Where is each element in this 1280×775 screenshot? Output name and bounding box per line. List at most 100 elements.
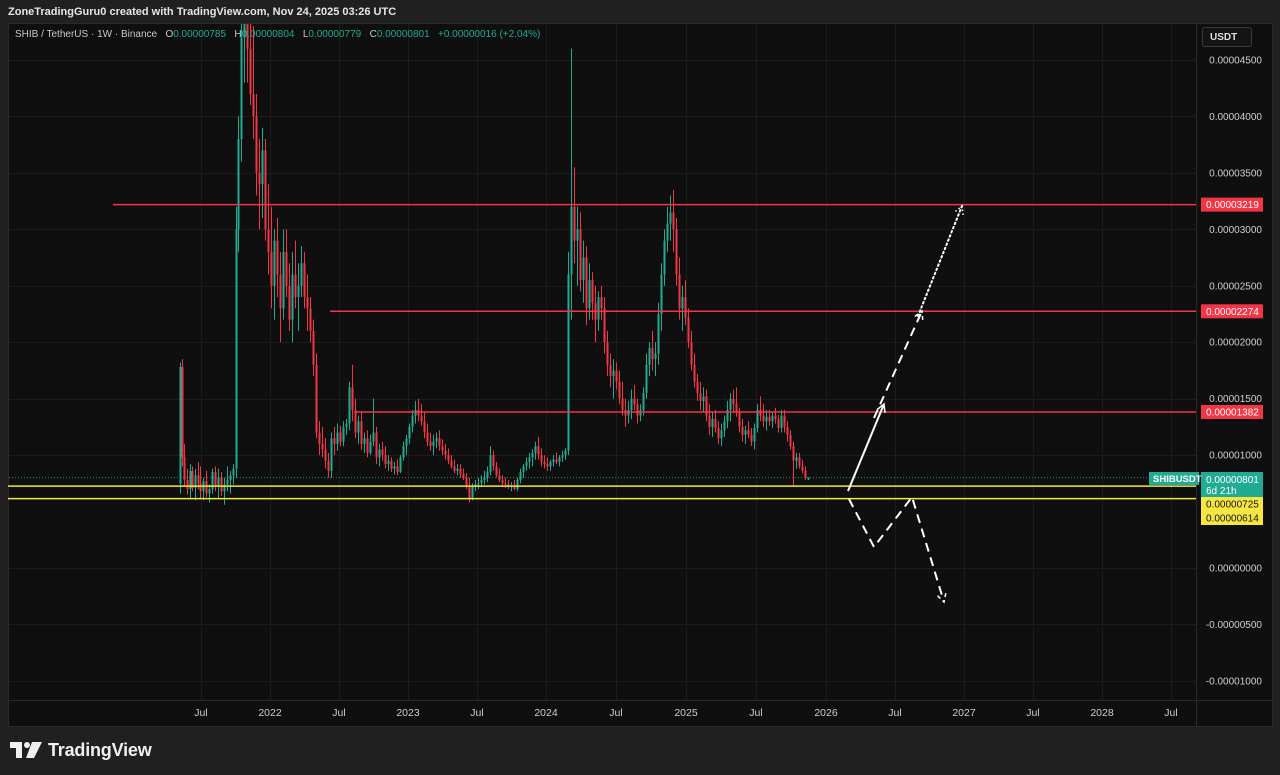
candle xyxy=(237,139,240,230)
candle xyxy=(702,396,705,401)
candle xyxy=(768,416,771,422)
candle xyxy=(792,446,795,461)
candle xyxy=(513,485,516,489)
candle xyxy=(633,398,636,405)
candle xyxy=(462,474,465,478)
candle xyxy=(807,477,810,480)
high-label: H xyxy=(234,29,242,40)
price-tick-label: 0.00001000 xyxy=(1209,451,1262,462)
candle xyxy=(217,477,220,487)
candle xyxy=(570,206,573,275)
candle xyxy=(249,48,252,94)
projection-paths xyxy=(847,204,964,604)
candle xyxy=(199,483,202,492)
candle xyxy=(606,342,609,365)
candle xyxy=(336,432,339,444)
time-tick-label: Jul xyxy=(749,707,762,719)
candle xyxy=(447,455,450,461)
symbol-title[interactable]: SHIB / TetherUS · 1W · Binance xyxy=(15,29,158,40)
time-tick-label: 2027 xyxy=(952,707,976,719)
candle xyxy=(555,459,558,462)
candle xyxy=(804,470,807,478)
price-tick-label: 0.00001500 xyxy=(1209,394,1262,405)
candle xyxy=(798,457,801,467)
candle xyxy=(483,477,486,480)
price-tick-label: 0.00000000 xyxy=(1209,564,1262,575)
close-label: C xyxy=(369,29,377,40)
price-axis[interactable]: 0.00004500 0.00004000 0.00003500 0.00003000… xyxy=(1206,56,1263,688)
candle xyxy=(651,347,654,360)
time-tick-label: Jul xyxy=(609,707,622,719)
candle xyxy=(459,468,462,475)
time-axis[interactable]: Jul 2022 Jul 2023 Jul 2024 Jul 2025 Jul 2026 Jul 20… xyxy=(194,707,1177,719)
candle xyxy=(561,455,564,458)
candle xyxy=(273,240,276,286)
candle xyxy=(615,370,618,382)
candle xyxy=(197,475,200,484)
candle xyxy=(194,475,197,488)
candle xyxy=(181,367,184,458)
tradingview-brand: TradingView xyxy=(48,739,152,760)
candle xyxy=(426,432,429,442)
candle xyxy=(345,423,348,427)
candle xyxy=(208,488,211,494)
bull-path-dotted-line[interactable] xyxy=(917,205,963,317)
price-tick-label: 0.00002000 xyxy=(1209,338,1262,349)
candle xyxy=(211,472,214,489)
candle xyxy=(330,438,333,471)
candle xyxy=(525,461,528,467)
price-tick-label: -0.00001000 xyxy=(1206,676,1263,687)
resistance-1-price-badge: 0.00001382 xyxy=(1201,404,1263,419)
candle xyxy=(480,479,483,484)
candle xyxy=(738,412,741,427)
chart-frame[interactable] xyxy=(8,23,1273,727)
time-tick-label: Jul xyxy=(470,707,483,719)
bull-path-solid-line[interactable] xyxy=(847,403,885,492)
candle xyxy=(393,466,396,469)
open-value: 0.00000785 xyxy=(173,29,227,40)
candle xyxy=(468,486,471,499)
candles xyxy=(179,24,810,505)
candle xyxy=(783,415,786,427)
candle xyxy=(486,472,489,478)
candle xyxy=(723,421,726,431)
candle xyxy=(600,297,603,309)
support-1-price-badge: 0.00000725 xyxy=(1201,497,1263,511)
candle xyxy=(348,387,351,424)
candle xyxy=(372,432,375,442)
candle xyxy=(609,364,612,377)
resistance-3-price-badge: 0.00003219 xyxy=(1201,197,1263,212)
bear-path-dashed-line[interactable] xyxy=(848,496,945,603)
candle xyxy=(189,470,192,489)
bull-path-dashed-line[interactable] xyxy=(873,310,923,419)
candle xyxy=(300,263,303,286)
candle xyxy=(756,409,759,429)
candle xyxy=(678,274,681,309)
candle xyxy=(681,297,684,309)
time-tick-label: 2025 xyxy=(674,707,698,719)
support-2-price-badge: 0.00000614 xyxy=(1201,511,1263,525)
candle xyxy=(243,24,246,38)
candle xyxy=(780,415,783,429)
candle xyxy=(270,251,273,286)
candle xyxy=(229,475,232,480)
candle xyxy=(699,393,702,401)
candle xyxy=(324,449,327,461)
price-tick-label: -0.00000500 xyxy=(1206,620,1263,631)
time-tick-label: Jul xyxy=(1164,707,1177,719)
candle xyxy=(297,285,300,298)
candle xyxy=(378,449,381,458)
candle xyxy=(630,398,633,410)
currency-button[interactable]: USDT xyxy=(1202,27,1252,47)
price-tick-label: 0.00002500 xyxy=(1209,281,1262,292)
time-tick-label: Jul xyxy=(1026,707,1039,719)
candle xyxy=(690,342,693,365)
candle xyxy=(777,418,780,429)
candle xyxy=(726,409,729,422)
low-value: 0.00000779 xyxy=(308,29,362,40)
candle xyxy=(642,393,645,410)
candle xyxy=(675,229,678,275)
candle xyxy=(255,116,258,173)
candle xyxy=(258,172,261,185)
